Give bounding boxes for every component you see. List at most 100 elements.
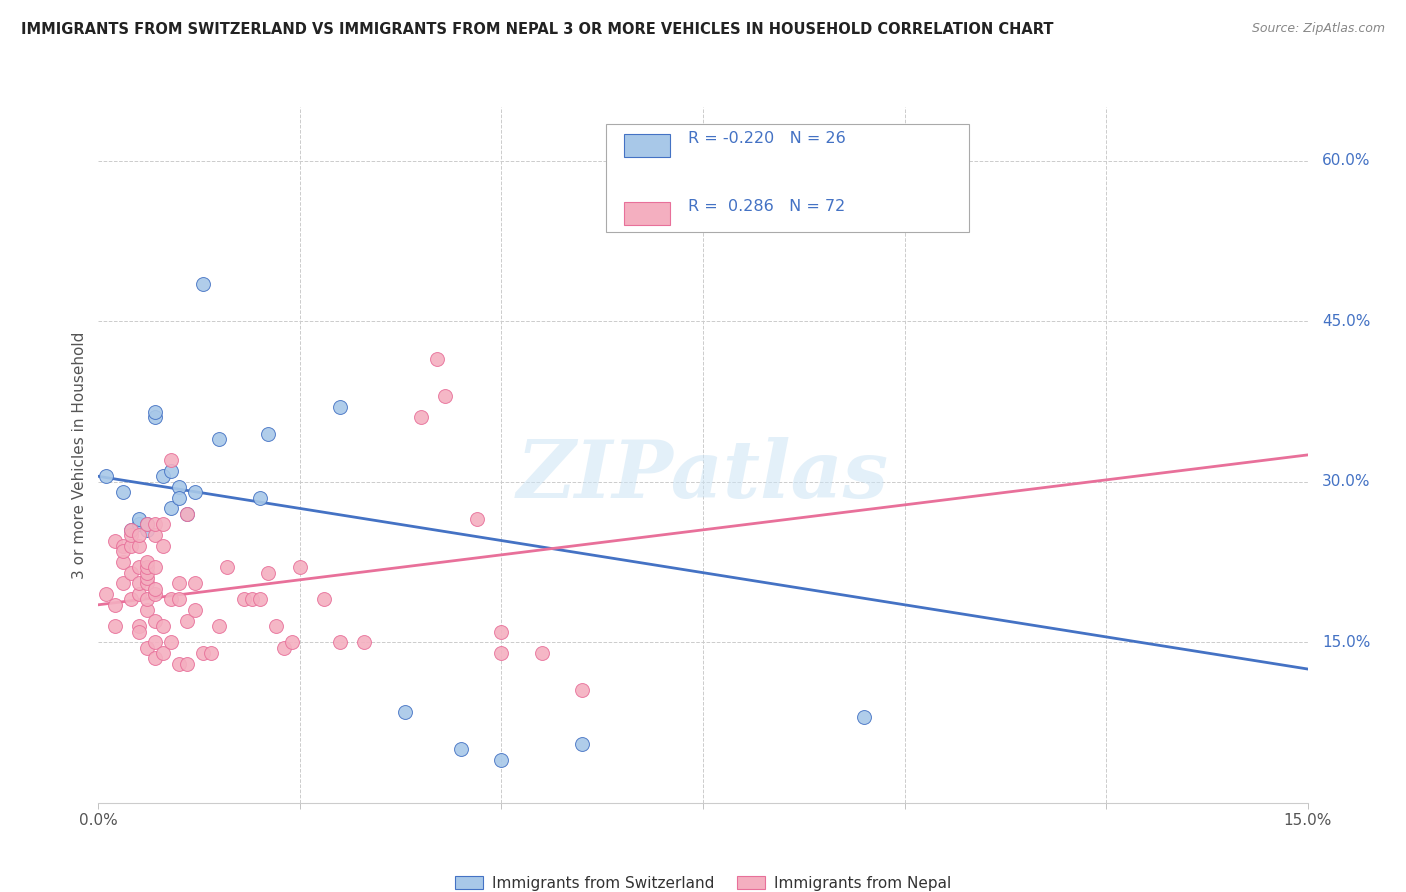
Point <box>96 469 118 483</box>
Point <box>491 624 513 639</box>
Point <box>160 592 183 607</box>
Point <box>160 453 183 467</box>
Point <box>135 592 157 607</box>
Point <box>143 582 166 596</box>
Point <box>135 517 157 532</box>
Point <box>120 539 142 553</box>
Point <box>152 646 174 660</box>
Point <box>135 603 157 617</box>
Point <box>120 528 142 542</box>
Text: 30.0%: 30.0% <box>1322 475 1371 489</box>
Point <box>184 603 207 617</box>
Text: ZIPatlas: ZIPatlas <box>517 437 889 515</box>
Text: R =  0.286   N = 72: R = 0.286 N = 72 <box>689 199 846 214</box>
Y-axis label: 3 or more Vehicles in Household: 3 or more Vehicles in Household <box>72 331 87 579</box>
Point <box>103 598 125 612</box>
Point <box>491 753 513 767</box>
Point <box>111 544 134 558</box>
FancyBboxPatch shape <box>606 124 969 232</box>
Point <box>160 635 183 649</box>
Point <box>96 587 118 601</box>
Point <box>273 640 295 655</box>
Point <box>103 533 125 548</box>
Point <box>128 587 150 601</box>
Point <box>167 491 190 505</box>
Point <box>143 587 166 601</box>
Point <box>450 742 472 756</box>
Point <box>135 555 157 569</box>
Point <box>120 523 142 537</box>
Point <box>128 619 150 633</box>
Point <box>111 485 134 500</box>
Point <box>143 614 166 628</box>
Text: IMMIGRANTS FROM SWITZERLAND VS IMMIGRANTS FROM NEPAL 3 OR MORE VEHICLES IN HOUSE: IMMIGRANTS FROM SWITZERLAND VS IMMIGRANT… <box>21 22 1053 37</box>
Point <box>143 517 166 532</box>
Point <box>200 646 222 660</box>
Point <box>167 576 190 591</box>
Point <box>208 432 231 446</box>
Point <box>264 619 287 633</box>
Legend: Immigrants from Switzerland, Immigrants from Nepal: Immigrants from Switzerland, Immigrants … <box>449 870 957 892</box>
Point <box>128 560 150 574</box>
Point <box>176 657 198 671</box>
Point <box>491 646 513 660</box>
Point <box>208 619 231 633</box>
Point <box>120 592 142 607</box>
Point <box>143 405 166 419</box>
Point <box>135 517 157 532</box>
Point <box>160 501 183 516</box>
Point <box>329 400 352 414</box>
Point <box>249 491 271 505</box>
FancyBboxPatch shape <box>624 202 671 226</box>
Point <box>135 560 157 574</box>
Point <box>426 351 449 366</box>
Point <box>128 576 150 591</box>
Point <box>314 592 336 607</box>
Point <box>409 410 432 425</box>
Point <box>434 389 457 403</box>
Point <box>249 592 271 607</box>
Point <box>530 646 553 660</box>
Point <box>111 555 134 569</box>
Point <box>281 635 304 649</box>
Point <box>143 410 166 425</box>
Point <box>128 528 150 542</box>
Text: 60.0%: 60.0% <box>1322 153 1371 168</box>
Point <box>143 528 166 542</box>
Point <box>176 507 198 521</box>
Point <box>152 469 174 483</box>
Point <box>128 512 150 526</box>
Point <box>135 640 157 655</box>
Point <box>571 737 593 751</box>
Point <box>111 576 134 591</box>
Point <box>167 480 190 494</box>
Point <box>217 560 239 574</box>
Point <box>128 539 150 553</box>
Point <box>465 512 488 526</box>
Point <box>232 592 254 607</box>
Point <box>160 464 183 478</box>
Point <box>256 566 278 580</box>
Text: R = -0.220   N = 26: R = -0.220 N = 26 <box>689 131 846 146</box>
Point <box>288 560 311 574</box>
Point <box>135 571 157 585</box>
Point <box>571 683 593 698</box>
Text: 15.0%: 15.0% <box>1322 635 1371 649</box>
Point <box>184 576 207 591</box>
Text: Source: ZipAtlas.com: Source: ZipAtlas.com <box>1251 22 1385 36</box>
Point <box>143 635 166 649</box>
Point <box>256 426 278 441</box>
Point <box>143 651 166 665</box>
FancyBboxPatch shape <box>624 134 671 157</box>
Point <box>103 619 125 633</box>
Point <box>176 614 198 628</box>
Point <box>135 566 157 580</box>
Point <box>167 657 190 671</box>
Point <box>184 485 207 500</box>
Point <box>135 523 157 537</box>
Point <box>240 592 263 607</box>
Point <box>143 560 166 574</box>
Point <box>167 592 190 607</box>
Point <box>668 169 690 184</box>
Point <box>152 539 174 553</box>
